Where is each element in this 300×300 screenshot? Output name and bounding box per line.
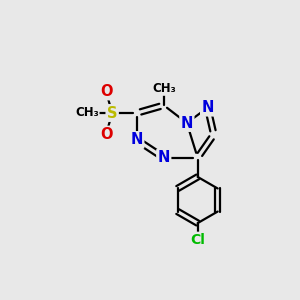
Text: N: N bbox=[181, 116, 193, 130]
Text: N: N bbox=[130, 133, 143, 148]
Text: CH₃: CH₃ bbox=[75, 106, 99, 119]
Text: O: O bbox=[100, 84, 112, 99]
Text: Cl: Cl bbox=[190, 233, 205, 247]
Text: N: N bbox=[158, 150, 170, 165]
Text: CH₃: CH₃ bbox=[152, 82, 176, 95]
Text: N: N bbox=[202, 100, 214, 115]
Text: S: S bbox=[107, 106, 117, 121]
Text: O: O bbox=[100, 127, 112, 142]
